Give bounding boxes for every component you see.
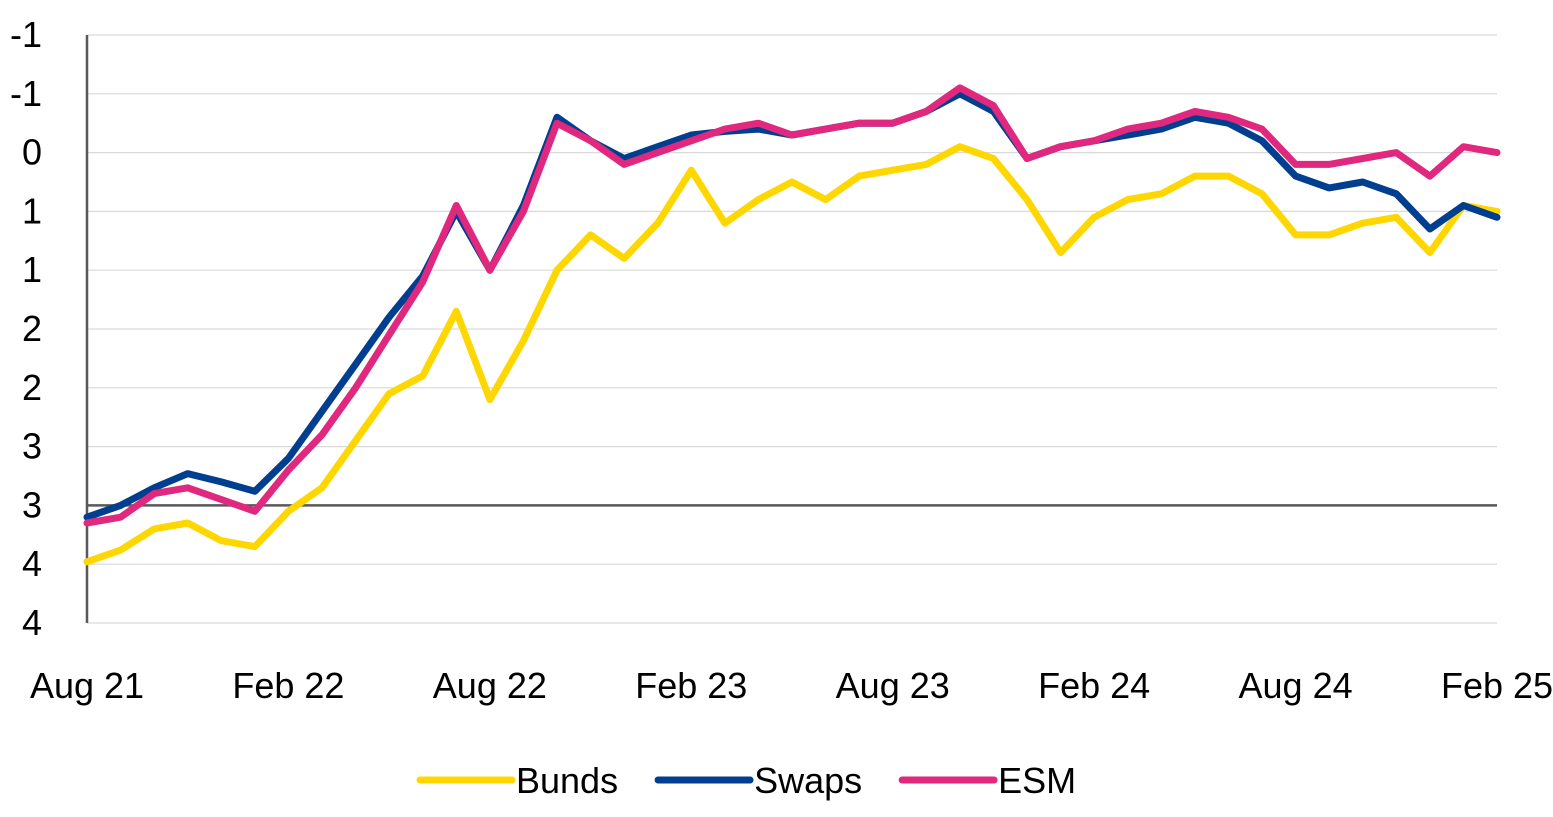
y-tick-label: 3 xyxy=(22,426,42,467)
x-tick-label: Aug 23 xyxy=(836,665,950,706)
series-line-bunds xyxy=(87,147,1497,562)
y-tick-label: 2 xyxy=(22,308,42,349)
x-tick-label: Aug 24 xyxy=(1239,665,1353,706)
line-chart: -1-1011223344 Aug 21 Feb 22 Aug 22 Feb 23 Au… xyxy=(0,0,1553,817)
legend-label-bunds: Bunds xyxy=(516,760,618,801)
x-tick-label: Aug 22 xyxy=(433,665,547,706)
x-tick-label: Aug 21 xyxy=(30,665,144,706)
x-tick-label: Feb 23 xyxy=(635,665,747,706)
y-tick-label: -1 xyxy=(10,14,42,55)
x-tick-label: Feb 22 xyxy=(232,665,344,706)
y-tick-label: 3 xyxy=(22,484,42,525)
y-tick-label: 1 xyxy=(22,249,42,290)
legend-label-swaps: Swaps xyxy=(754,760,862,801)
y-tick-label: 4 xyxy=(22,543,42,584)
y-tick-label: 0 xyxy=(22,132,42,173)
legend: Bunds Swaps ESM xyxy=(420,760,1076,801)
x-tick-label: Feb 24 xyxy=(1038,665,1150,706)
y-axis-tick-labels: -1 -1 0 1 1 2 2 3 3 4 4 xyxy=(10,14,42,643)
gridlines xyxy=(87,35,1497,623)
y-tick-label: 4 xyxy=(22,602,42,643)
x-axis-tick-labels: Aug 21 Feb 22 Aug 22 Feb 23 Aug 23 Feb 24 Aug … xyxy=(30,665,1553,706)
legend-label-esm: ESM xyxy=(998,760,1076,801)
x-tick-label: Feb 25 xyxy=(1441,665,1553,706)
y-tick-label: -1 xyxy=(10,73,42,114)
y-tick-label: 2 xyxy=(22,367,42,408)
y-tick-label: 1 xyxy=(22,190,42,231)
series-lines xyxy=(87,88,1497,562)
